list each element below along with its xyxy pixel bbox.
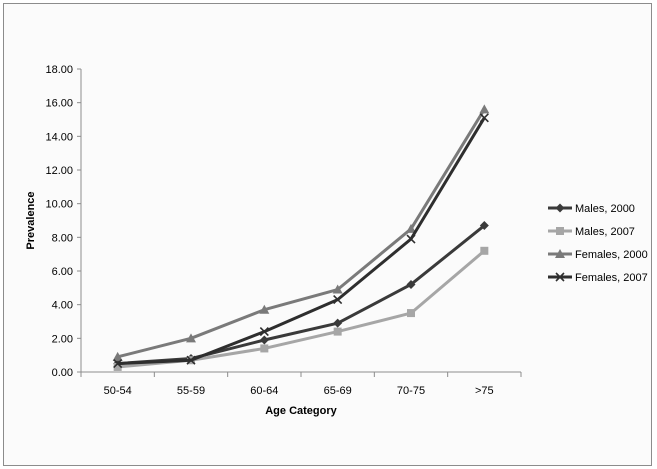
data-point (186, 333, 196, 343)
legend-marker (555, 203, 565, 213)
data-point (259, 304, 270, 314)
y-tick-label: 8.00 (52, 232, 73, 244)
data-point (112, 351, 123, 361)
x-tick-label: 55-59 (177, 385, 205, 397)
x-tick-label: 50-54 (104, 385, 132, 397)
data-point (259, 335, 269, 345)
data-point (406, 234, 416, 244)
legend-entry: Females, 2000 (548, 249, 648, 261)
legend-label: Males, 2000 (575, 203, 635, 215)
legend-marker (556, 227, 564, 235)
legend: Males, 2000 Males, 2007 Females, 2000 Femal… (548, 203, 648, 284)
data-point (407, 309, 415, 318)
legend-label: Females, 2007 (575, 272, 648, 284)
series-1 (113, 246, 489, 371)
legend-marker (555, 272, 565, 282)
x-axis-title: Age Category (265, 405, 337, 417)
legend-label: Females, 2000 (575, 249, 648, 261)
data-point (259, 327, 269, 337)
data-point (479, 113, 489, 123)
y-tick-label: 4.00 (52, 300, 73, 312)
data-point (333, 318, 343, 328)
y-tick-label: 2.00 (52, 333, 73, 345)
series-line (117, 117, 486, 366)
data-point (479, 221, 489, 231)
y-axis-title: Prevalence (25, 191, 37, 249)
series-line (117, 108, 486, 359)
x-tick-label: 65-69 (324, 385, 352, 397)
data-point (113, 362, 122, 371)
series-3 (113, 113, 489, 369)
y-tick-label: 12.00 (45, 165, 73, 177)
x-tick-label: 70-75 (397, 385, 425, 397)
data-point (333, 295, 343, 305)
x-tick-label: 60-64 (250, 385, 278, 397)
y-tick-label: 14.00 (45, 131, 73, 143)
axes: 0.00 2.00 4.00 6.00 8.00 10.00 12.00 14.00 16.00… (45, 64, 522, 397)
data-point (260, 344, 269, 353)
legend-entry: Males, 2007 (548, 226, 635, 238)
data-point (406, 279, 416, 289)
x-tick-label: >75 (475, 385, 494, 397)
y-tick-label: 18.00 (45, 64, 73, 76)
legend-label: Males, 2007 (575, 226, 635, 238)
data-point (332, 284, 343, 294)
legend-entry: Males, 2000 (548, 203, 635, 215)
series-layer (112, 104, 490, 371)
data-point (406, 223, 416, 233)
data-point (333, 327, 342, 336)
line-chart: 0.00 2.00 4.00 6.00 8.00 10.00 12.00 14.00 16.00… (25, 64, 648, 417)
chart-frame: 0.00 2.00 4.00 6.00 8.00 10.00 12.00 14.00 16.00… (3, 3, 652, 466)
y-tick-label: 16.00 (45, 98, 73, 110)
legend-entry: Females, 2007 (548, 272, 648, 284)
legend-marker (555, 249, 565, 258)
series-2 (112, 104, 490, 361)
data-point (479, 104, 490, 114)
y-tick-label: 10.00 (45, 199, 73, 211)
data-point (480, 246, 489, 255)
y-tick-label: 6.00 (52, 266, 73, 278)
data-point (113, 359, 123, 369)
y-tick-label: 0.00 (52, 367, 73, 379)
data-point (186, 355, 196, 365)
